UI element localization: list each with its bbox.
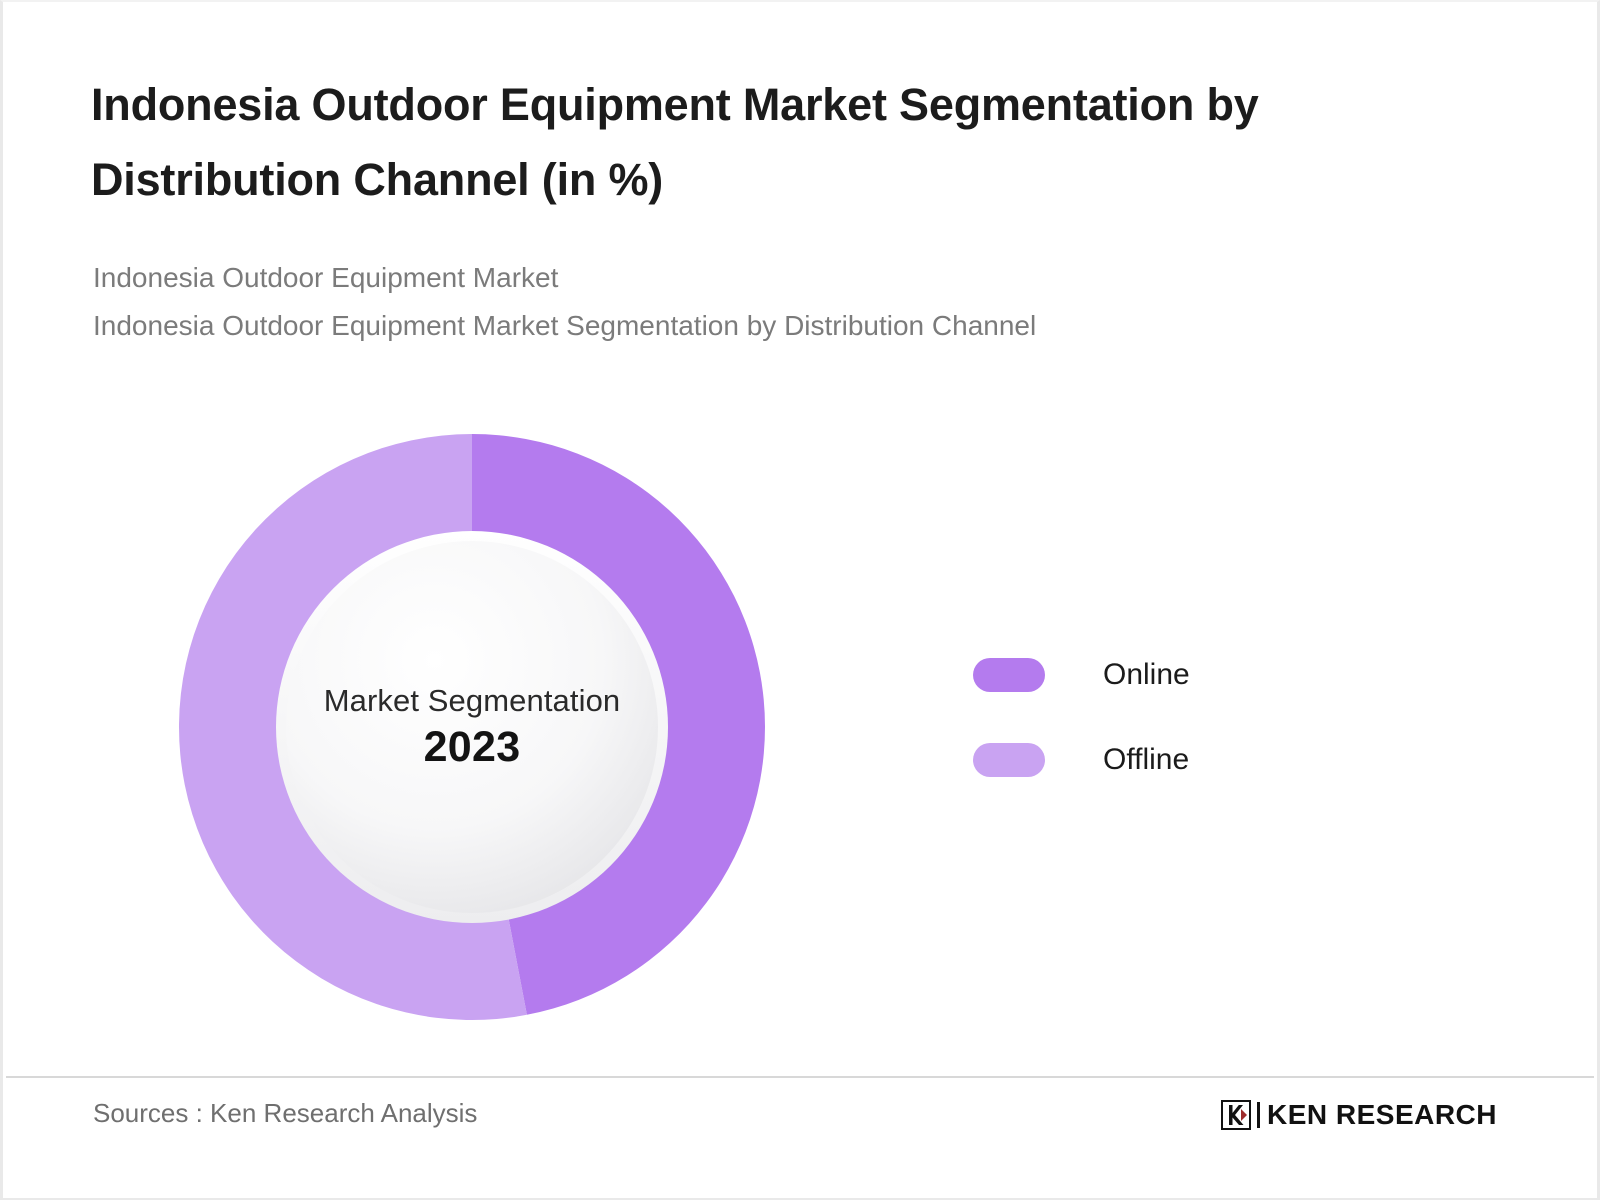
- logo-divider: [1256, 1102, 1260, 1128]
- legend-item-online[interactable]: Online: [973, 632, 1190, 717]
- legend-swatch-icon-offline: [973, 742, 1045, 777]
- donut-chart: Market Segmentation 2023: [178, 434, 765, 1021]
- legend-item-offline[interactable]: Offline: [973, 717, 1190, 802]
- chart-legend: Online Offline: [973, 632, 1190, 802]
- donut-hub: [286, 541, 658, 913]
- ken-research-k-mark-icon: [1219, 1099, 1252, 1131]
- page-title: Indonesia Outdoor Equipment Market Segme…: [91, 79, 1259, 205]
- subtitle-block: Indonesia Outdoor Equipment Market Indon…: [93, 254, 1493, 350]
- brand-name-text: KEN RESEARCH: [1266, 1099, 1497, 1130]
- donut-svg: [178, 434, 765, 1021]
- footer-source-text: Sources : Ken Research Analysis: [93, 1098, 478, 1128]
- ken-research-logo: KEN RESEARCH: [1219, 1098, 1497, 1132]
- subtitle-line-2: Indonesia Outdoor Equipment Market Segme…: [93, 310, 1037, 341]
- legend-swatch-icon-online: [973, 657, 1045, 692]
- subtitle-line-1: Indonesia Outdoor Equipment Market: [93, 262, 559, 293]
- legend-label-offline: Offline: [1103, 742, 1190, 776]
- footer-divider: [6, 1076, 1594, 1078]
- legend-label-online: Online: [1103, 657, 1190, 691]
